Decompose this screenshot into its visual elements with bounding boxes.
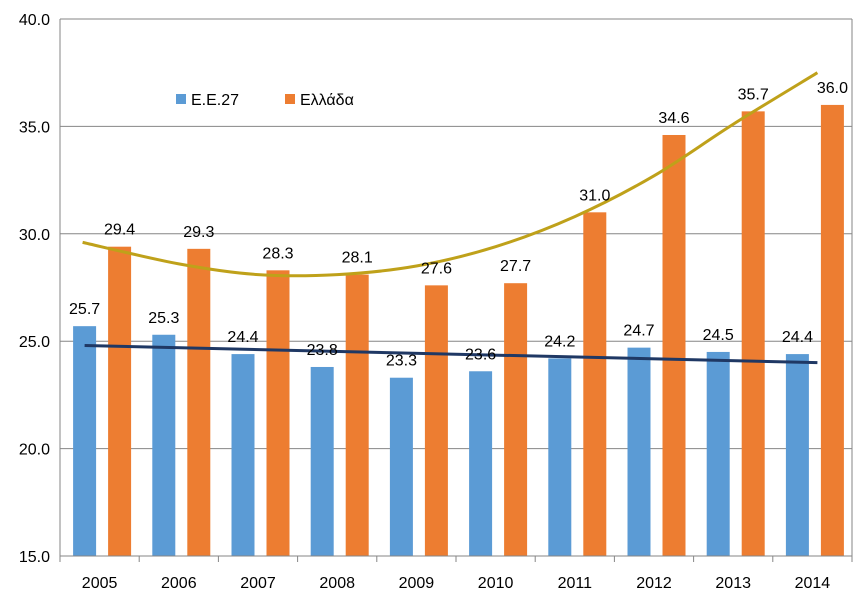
bar-greece <box>820 104 844 557</box>
data-label-eu27: 24.7 <box>623 323 654 340</box>
legend-label-eu27: Ε.Ε.27 <box>191 92 239 109</box>
trendlines <box>82 71 819 365</box>
x-tick-label: 2009 <box>399 575 435 592</box>
bar-greece <box>108 246 132 557</box>
legend-label-greece: Ελλάδα <box>300 92 354 109</box>
data-label-greece: 28.1 <box>342 250 373 267</box>
data-label-eu27: 25.7 <box>69 301 100 318</box>
y-tick-label: 25.0 <box>19 334 50 351</box>
data-label-greece: 35.7 <box>738 86 769 103</box>
bars <box>73 104 844 557</box>
data-labels: 25.7 25.3 24.4 23.8 23.3 23.6 24.2 24.7 24.5 24.4… <box>69 80 848 370</box>
data-label-eu27: 24.2 <box>544 333 575 350</box>
data-label-eu27: 23.6 <box>465 346 496 363</box>
bar-eu27 <box>548 358 572 556</box>
data-label-eu27: 24.4 <box>227 329 258 346</box>
bar-greece <box>583 212 607 556</box>
x-tick-label: 2007 <box>240 575 276 592</box>
data-label-greece: 31.0 <box>579 187 610 204</box>
y-tick-label: 30.0 <box>19 227 50 244</box>
axes: 15.0 20.0 25.0 30.0 35.0 40.0 2005 2006 2007 2008… <box>19 12 853 592</box>
data-label-greece: 27.7 <box>500 258 531 275</box>
legend: Ε.Ε.27 Ελλάδα <box>176 92 354 109</box>
bar-eu27 <box>706 351 730 556</box>
bar-eu27 <box>469 371 493 556</box>
bar-greece <box>504 283 528 556</box>
bar-greece <box>345 274 369 556</box>
data-label-greece: 34.6 <box>658 110 689 127</box>
bar-greece <box>741 111 765 556</box>
x-tick-label: 2011 <box>558 575 593 592</box>
bar-greece <box>424 285 448 556</box>
bar-greece <box>662 134 686 556</box>
bar-eu27 <box>389 377 413 556</box>
legend-swatch-greece <box>285 94 295 104</box>
data-label-eu27: 23.8 <box>307 342 338 359</box>
bar-greece <box>266 270 290 556</box>
bar-eu27 <box>73 326 97 556</box>
data-label-greece: 29.4 <box>104 222 135 239</box>
x-tick-label: 2012 <box>636 575 672 592</box>
y-tick-label: 15.0 <box>19 549 50 566</box>
data-label-eu27: 23.3 <box>386 353 417 370</box>
bar-eu27 <box>627 347 651 556</box>
data-label-greece: 29.3 <box>183 224 214 241</box>
x-tick-label: 2006 <box>161 575 197 592</box>
bar-greece <box>187 248 211 556</box>
x-tick-label: 2008 <box>319 575 355 592</box>
bar-eu27 <box>785 354 809 556</box>
trendline-greece <box>82 71 819 278</box>
x-tick-label: 2010 <box>478 575 514 592</box>
x-tick-label: 2014 <box>795 575 831 592</box>
y-tick-label: 35.0 <box>19 119 50 136</box>
data-label-greece: 36.0 <box>817 80 848 97</box>
x-tick-label: 2005 <box>82 575 118 592</box>
y-tick-label: 40.0 <box>19 12 50 29</box>
bar-eu27 <box>231 354 255 556</box>
bar-eu27 <box>310 366 334 556</box>
x-tick-label: 2013 <box>715 575 751 592</box>
data-label-eu27: 25.3 <box>148 310 179 327</box>
data-label-eu27: 24.5 <box>703 327 734 344</box>
y-tick-label: 20.0 <box>19 442 50 459</box>
trendline-eu27 <box>84 343 818 365</box>
data-label-greece: 27.6 <box>421 260 452 277</box>
bar-eu27 <box>152 334 176 556</box>
legend-swatch-eu27 <box>176 94 186 104</box>
data-label-greece: 28.3 <box>262 245 293 262</box>
data-label-eu27: 24.4 <box>782 329 813 346</box>
